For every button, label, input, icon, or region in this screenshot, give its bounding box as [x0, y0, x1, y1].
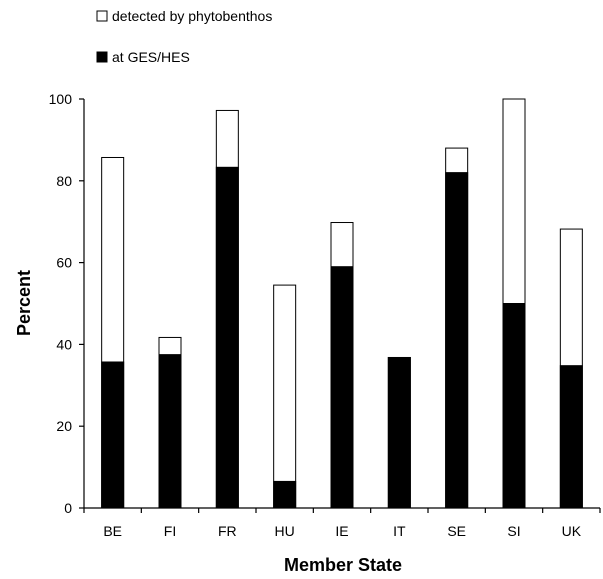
bar-ges-hes [330, 266, 354, 509]
legend-label-detected: detected by phytobenthos [112, 8, 272, 24]
bar-ges-hes [502, 303, 526, 509]
x-tick-label: SE [447, 523, 466, 539]
y-axis: 0 20 40 60 80 100 [49, 91, 85, 516]
bar-detected [273, 284, 297, 509]
x-tick-label: FI [164, 523, 176, 539]
x-tick-label: HU [275, 523, 295, 539]
x-tick-label: IT [393, 523, 406, 539]
y-tick-label: 80 [56, 173, 72, 189]
bar-ges-hes [445, 172, 469, 509]
y-tick-label: 0 [64, 500, 72, 516]
x-tick-label: IE [335, 523, 348, 539]
y-tick-label: 100 [49, 91, 73, 107]
bar-ges-hes [101, 361, 125, 509]
y-tick-label: 60 [56, 255, 72, 271]
legend-swatch-detected [96, 10, 108, 22]
bar-ges-hes [273, 480, 297, 509]
legend-item-detected: detected by phytobenthos [96, 8, 272, 24]
bar-ges-hes [158, 354, 182, 509]
y-axis-title: Percent [14, 270, 34, 336]
bar-ges-hes [215, 166, 239, 509]
x-axis: BE FI FR HU IE IT SE SI UK [83, 507, 601, 539]
legend-item-ges-hes: at GES/HES [96, 49, 190, 65]
x-axis-title: Member State [284, 555, 402, 575]
legend-label-ges-hes: at GES/HES [112, 49, 190, 65]
x-tick-label: BE [103, 523, 122, 539]
bar-ges-hes [559, 365, 583, 509]
x-tick-label: FR [218, 523, 237, 539]
x-tick-label: UK [562, 523, 582, 539]
bars [101, 98, 583, 509]
bar-ges-hes [387, 356, 411, 509]
legend: detected by phytobenthos at GES/HES [96, 8, 272, 65]
y-tick-label: 20 [56, 418, 72, 434]
legend-swatch-ges-hes [96, 51, 108, 63]
y-tick-label: 40 [56, 336, 72, 352]
x-tick-label: SI [507, 523, 520, 539]
